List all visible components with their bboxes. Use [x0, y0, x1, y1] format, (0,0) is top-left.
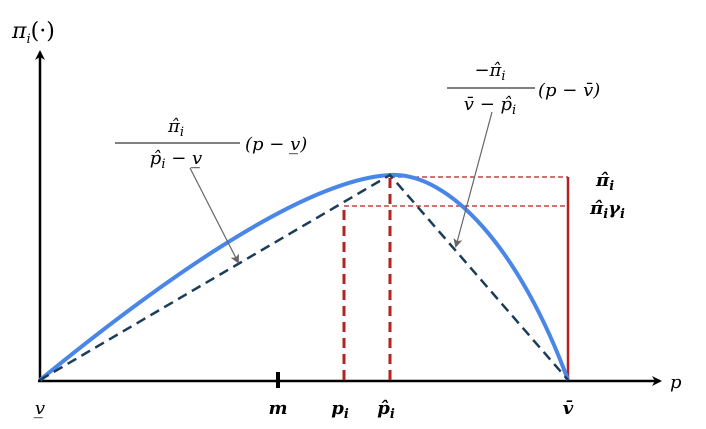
text-part: p̂: [150, 148, 162, 169]
text-part: (·): [31, 19, 55, 44]
formula-factor: (p − v̲): [245, 134, 307, 155]
text-part: π̂: [167, 116, 181, 137]
text-part: − v̲: [166, 148, 203, 169]
text-part: i: [620, 207, 625, 222]
text-part: v̄ −: [464, 94, 501, 115]
text-part: p: [331, 398, 344, 419]
text-part: i: [344, 407, 349, 422]
x-label: pi: [331, 398, 349, 422]
text-part: π: [11, 19, 27, 44]
text-part: −π̂: [474, 60, 502, 81]
text-part: γ: [608, 198, 621, 219]
text-part: π̂: [589, 198, 604, 219]
value-label: π̂iγi: [589, 198, 625, 222]
pointer: [453, 111, 493, 248]
text-part: i: [501, 69, 505, 84]
y-axis-label: πi(·): [11, 19, 55, 47]
x-label: m: [268, 398, 287, 419]
text-part: p̂: [377, 398, 390, 419]
x-axis-label: p: [670, 372, 682, 393]
text-part: i: [180, 125, 184, 140]
x-label: p̂i: [377, 398, 395, 422]
x-label: v̄: [563, 398, 574, 419]
formula-denominator: p̂i − v̲: [150, 148, 202, 172]
text-part: p̂: [501, 94, 513, 115]
formula-factor: (p − v̄): [538, 80, 600, 101]
value-label: π̂i: [595, 170, 614, 194]
text-part: i: [512, 103, 516, 118]
x-label: v̲: [34, 398, 45, 419]
profit-curve: [38, 172, 570, 382]
text-part: π̂: [595, 170, 610, 191]
text-part: i: [26, 32, 30, 47]
text-part: i: [609, 179, 614, 194]
pointer: [189, 167, 239, 264]
text-part: i: [390, 407, 395, 422]
formula-denominator: v̄ − p̂i: [464, 94, 516, 118]
text-part: i: [161, 157, 165, 172]
formula-numerator: π̂i: [167, 116, 184, 140]
text-part: i: [603, 207, 608, 222]
linear-bound: [39, 173, 569, 382]
formula-numerator: −π̂i: [474, 60, 505, 84]
